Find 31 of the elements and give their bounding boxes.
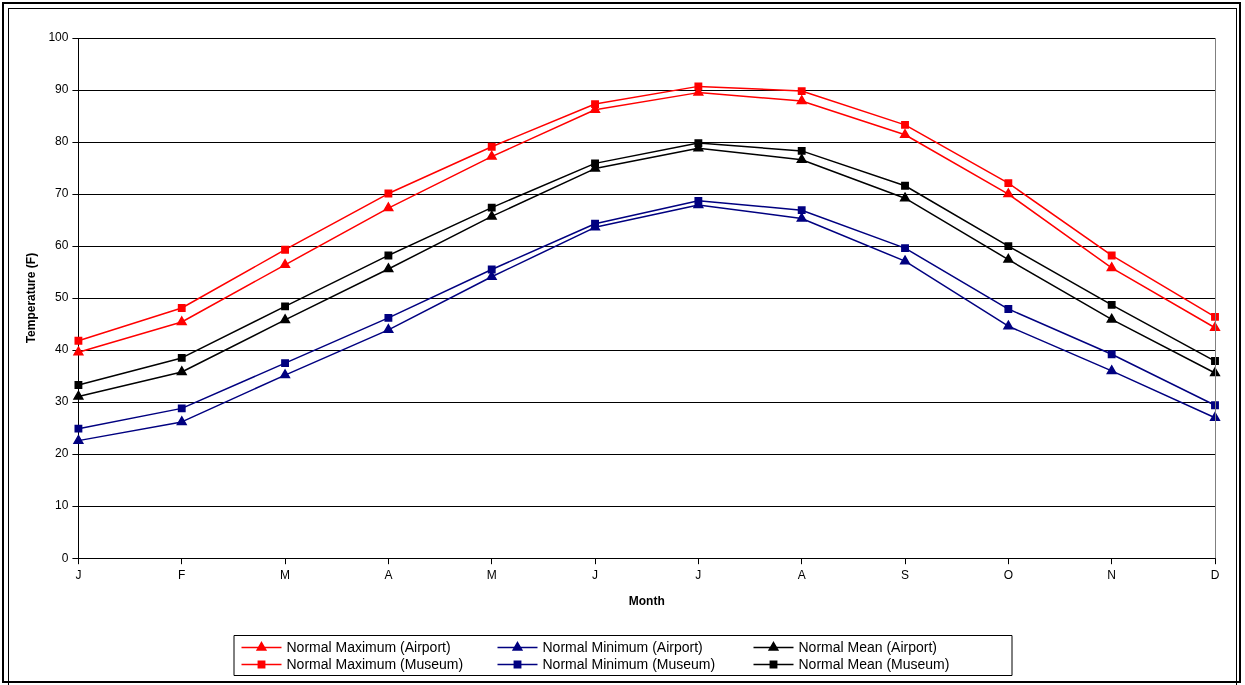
- y-tick-label: 80: [55, 134, 69, 149]
- y-tick-label: 30: [55, 394, 69, 409]
- x-tick-label: A: [797, 567, 806, 582]
- legend-label: Normal Mean (Museum): [798, 656, 950, 673]
- legend-label: Normal Maximum (Airport): [286, 639, 451, 656]
- x-tick-label: S: [901, 567, 910, 582]
- legend-label: Normal Minimum (Museum): [542, 656, 716, 673]
- y-axis-title: Temperature (F): [23, 252, 38, 344]
- legend-label: Normal Mean (Airport): [798, 639, 937, 656]
- x-tick-label: J: [75, 567, 82, 582]
- y-tick-label: 50: [55, 290, 69, 305]
- x-axis-title: Month: [628, 594, 665, 609]
- x-tick-label: A: [384, 567, 393, 582]
- legend-label: Normal Maximum (Museum): [286, 656, 464, 673]
- y-tick-label: 40: [55, 342, 69, 357]
- x-tick-label: D: [1210, 567, 1220, 582]
- x-tick-label: J: [695, 567, 702, 582]
- x-tick-label: J: [592, 567, 599, 582]
- x-tick-label: M: [486, 567, 497, 582]
- y-tick-label: 70: [55, 186, 69, 201]
- y-tick-label: 10: [55, 498, 69, 513]
- x-tick-label: F: [178, 567, 186, 582]
- y-tick-label: 60: [55, 238, 69, 253]
- y-tick-label: 20: [55, 446, 69, 461]
- x-tick-label: O: [1003, 567, 1014, 582]
- x-tick-label: N: [1107, 567, 1117, 582]
- y-tick-label: 0: [61, 550, 69, 565]
- y-tick-label: 90: [55, 82, 69, 97]
- x-tick-label: M: [280, 567, 291, 582]
- legend-label: Normal Minimum (Airport): [542, 639, 703, 656]
- y-tick-label: 100: [48, 30, 69, 45]
